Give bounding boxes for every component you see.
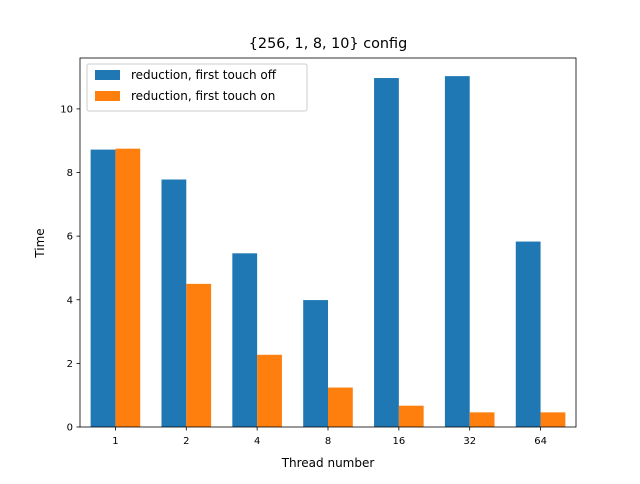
x-axis-label: Thread number: [281, 456, 375, 470]
y-axis-ticks: 0 2 4 6 8 10: [60, 104, 80, 434]
y-tick-label: 8: [67, 168, 73, 179]
x-tick-label: 4: [254, 436, 260, 447]
bar-series-2-64: [540, 412, 566, 427]
bar-series-1-4: [232, 253, 258, 427]
bar-series-1-1: [90, 149, 116, 428]
x-tick-label: 64: [534, 436, 547, 447]
bar-series-1-16: [374, 78, 399, 427]
legend-swatch-series-1: [95, 70, 120, 80]
y-tick-label: 2: [67, 359, 73, 370]
x-tick-label: 2: [183, 436, 189, 447]
bar-series-2-4: [257, 354, 282, 427]
legend-box: [86, 63, 308, 112]
bar-series-1-8: [303, 300, 328, 427]
x-tick-label: 8: [325, 436, 331, 447]
bar-series-1-32: [444, 76, 470, 427]
legend-label-series-2: reduction, first touch on: [131, 89, 275, 103]
bar-series-2-16: [398, 405, 424, 427]
legend: reduction, first touch off reduction, fir…: [86, 63, 308, 112]
legend-swatch-series-2: [95, 91, 120, 101]
legend-label-series-1: reduction, first touch off: [131, 68, 277, 82]
bar-series-2-8: [328, 387, 353, 427]
x-axis-ticks: 1 2 4 8 16 32 64: [112, 427, 547, 447]
y-tick-label: 10: [60, 104, 73, 115]
x-tick-label: 1: [112, 436, 118, 447]
bar-series-1-64: [515, 241, 541, 427]
x-tick-label: 32: [463, 436, 476, 447]
bar-series-2-32: [469, 412, 495, 427]
y-tick-label: 0: [67, 423, 73, 434]
bar-series-1-2: [161, 179, 187, 427]
chart-title: {256, 1, 8, 10} config: [249, 36, 407, 52]
bars-group: [90, 76, 566, 428]
bar-series-2-1: [115, 148, 141, 427]
y-axis-label: Time: [33, 228, 47, 258]
x-tick-label: 16: [392, 436, 405, 447]
plot-area-frame: [79, 57, 577, 428]
y-tick-label: 4: [67, 295, 73, 306]
bar-series-2-2: [186, 283, 212, 427]
y-tick-label: 6: [67, 232, 73, 243]
